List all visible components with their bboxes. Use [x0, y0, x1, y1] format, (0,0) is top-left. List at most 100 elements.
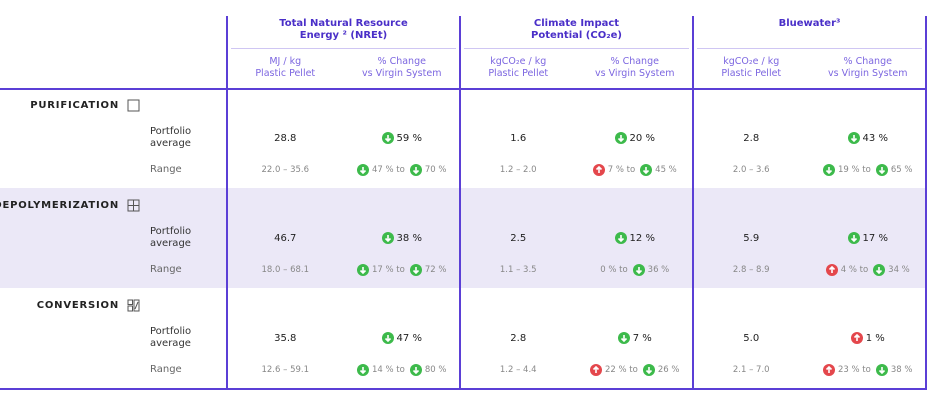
header-line [0, 88, 926, 90]
cell: 12 % [577, 230, 694, 246]
cell: 2.8 – 8.9 [693, 262, 810, 278]
cell: 1.2 – 4.4 [460, 362, 577, 378]
divider [697, 48, 922, 49]
cell: 1.2 – 2.0 [460, 162, 577, 178]
cell-value: 1.6 [510, 132, 527, 144]
section-text: CONVERSION [36, 299, 119, 311]
cell-value: 38 % [890, 365, 913, 375]
cell-value: 26 % [657, 365, 680, 375]
cell: 1 % [810, 330, 927, 346]
arrow-down-icon [357, 264, 370, 276]
cell-value: 7 % to [607, 165, 636, 175]
cell: 28.8 [227, 130, 344, 146]
cell: 22 % to 26 % [577, 362, 694, 378]
cell-value: 2.5 [510, 232, 527, 244]
cell-value: 2.1 – 7.0 [732, 365, 770, 375]
section-icon [127, 299, 140, 311]
cell-value: 0 % to [600, 265, 628, 275]
arrow-down-icon [409, 164, 422, 176]
arrow-down-icon [409, 364, 422, 376]
arrow-down-icon [640, 164, 653, 176]
arrow-down-icon [614, 232, 627, 244]
section-text: PURIFICATION [30, 99, 119, 111]
cell: 2.8 [460, 330, 577, 346]
cell: 5.0 [693, 330, 810, 346]
arrow-down-icon [847, 132, 860, 144]
arrow-up-icon [592, 164, 605, 176]
cell-value: 7 % [632, 332, 652, 344]
cell-value: 59 % [396, 132, 422, 144]
arrow-up-icon [823, 364, 836, 376]
arrow-down-icon [632, 264, 645, 276]
cell-value: 17 % [862, 232, 888, 244]
cell-value: 46.7 [274, 232, 297, 244]
column-unit: kgCO₂e / kg Plastic Pellet [721, 56, 782, 79]
arrow-up-icon [590, 364, 603, 376]
column-unit: MJ / kg Plastic Pellet [255, 56, 316, 79]
cell: 19 % to 65 % [810, 162, 927, 178]
cell-value: 47 % to [372, 165, 405, 175]
cell-value: 12 % [629, 232, 655, 244]
cell: 46.7 [227, 230, 344, 246]
column-unit: % Change vs Virgin System [828, 56, 908, 79]
cell: 2.0 – 3.6 [693, 162, 810, 178]
cell-value: 17 % to [372, 265, 405, 275]
arrow-down-icon [873, 264, 886, 276]
cell-value: 45 % [655, 165, 677, 175]
cell: 17 % [810, 230, 927, 246]
cell: 7 % to 45 % [577, 162, 694, 178]
cell: 22.0 – 35.6 [227, 162, 344, 178]
group-title: Climate Impact Potential (CO₂e) [531, 18, 622, 41]
vertical-line [692, 16, 694, 390]
arrow-down-icon [875, 164, 888, 176]
arrow-up-icon [825, 264, 838, 276]
section-icon [127, 99, 140, 111]
cell: 59 % [344, 130, 461, 146]
arrow-down-icon [357, 164, 370, 176]
cell-value: 1.2 – 2.0 [499, 165, 537, 175]
cell: 47 % to 70 % [344, 162, 461, 178]
cell: 38 % [344, 230, 461, 246]
cell-value: 12.6 – 59.1 [261, 365, 309, 375]
cell: 1.6 [460, 130, 577, 146]
row-label: Portfolio average [150, 326, 192, 349]
cell-value: 34 % [888, 265, 910, 275]
cell-value: 2.8 [743, 132, 760, 144]
row-label: Range [150, 364, 182, 375]
vertical-line [226, 16, 228, 390]
cell: 20 % [577, 130, 694, 146]
cell-value: 1 % [865, 332, 885, 344]
cell-value: 1.1 – 3.5 [499, 265, 537, 275]
cell-value: 23 % to [838, 365, 871, 375]
cell-value: 72 % [424, 265, 447, 275]
arrow-down-icon [381, 332, 394, 344]
section-icon [127, 199, 140, 211]
cell-value: 5.0 [743, 332, 760, 344]
cell: 18.0 – 68.1 [227, 262, 344, 278]
cell-value: 28.8 [274, 132, 297, 144]
arrow-down-icon [642, 364, 655, 376]
divider [464, 48, 689, 49]
vertical-line [459, 16, 461, 390]
column-unit: % Change vs Virgin System [595, 56, 675, 79]
cell: 1.1 – 3.5 [460, 262, 577, 278]
cell: 12.6 – 59.1 [227, 362, 344, 378]
vertical-line [925, 16, 927, 390]
cell: 35.8 [227, 330, 344, 346]
cell: 17 % to 72 % [344, 262, 461, 278]
cell-value: 2.8 [510, 332, 527, 344]
section-name: CONVERSION [37, 298, 140, 312]
cell-value: 1.2 – 4.4 [499, 365, 537, 375]
row-label: Portfolio average [150, 126, 192, 149]
arrow-down-icon [617, 332, 630, 344]
group-title: Bluewater³ [778, 18, 841, 29]
cell: 47 % [344, 330, 461, 346]
cell-value: 43 % [862, 132, 888, 144]
cell-value: 2.0 – 3.6 [732, 165, 770, 175]
cell-value: 2.8 – 8.9 [732, 265, 770, 275]
cell-value: 18.0 – 68.1 [261, 265, 309, 275]
cell-value: 22 % to [605, 365, 638, 375]
cell-value: 35.8 [274, 332, 297, 344]
cell: 0 % to 36 % [577, 262, 694, 278]
